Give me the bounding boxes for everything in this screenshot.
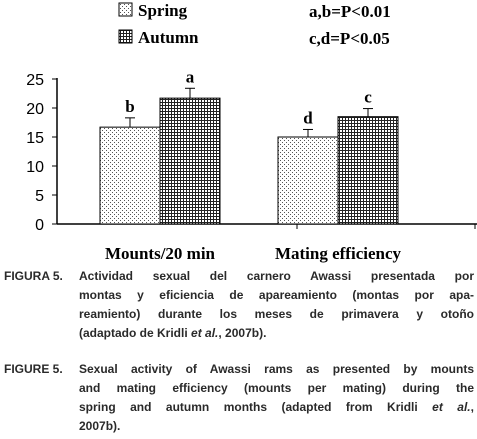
y-tick-label: 10 <box>26 159 44 176</box>
bar-chart: Spring Autumn a,b=P<0.01 c,d=P<0.05 0 5 10 15… <box>26 1 477 263</box>
bar-autumn-1 <box>337 116 399 225</box>
axes: 0 5 10 15 20 25 <box>26 72 477 234</box>
legend-swatch-spring <box>118 2 133 17</box>
caption-line: spring and autumn months (adapted from K… <box>79 400 474 414</box>
bar-autumn-0 <box>159 97 221 225</box>
caption-spanish: FIGURA 5. Actividad sexual del carnero A… <box>4 267 474 357</box>
caption-line: Actividad sexual del carnero Awassi pres… <box>79 269 474 283</box>
category-labels: Mounts/20 min Mating efficiency <box>105 244 402 263</box>
bar-spring-0 <box>99 126 161 225</box>
y-tick-label: 5 <box>35 188 44 205</box>
significance-letter: b <box>125 97 134 116</box>
category-label: Mating efficiency <box>275 244 402 263</box>
legend-swatch-autumn <box>118 29 133 44</box>
category-label: Mounts/20 min <box>105 244 216 263</box>
significance-note: c,d=P<0.05 <box>309 29 390 48</box>
caption-spanish-text: Actividad sexual del carnero Awassi pres… <box>79 267 474 343</box>
caption-line: reamiento) durante los meses de primaver… <box>79 307 474 321</box>
y-tick-label: 15 <box>26 130 44 147</box>
bar-spring-1 <box>277 136 339 225</box>
y-tick-label: 20 <box>26 101 44 118</box>
bars: b a d c <box>99 67 399 225</box>
significance-letter: c <box>364 88 372 107</box>
significance-notes: a,b=P<0.01 c,d=P<0.05 <box>309 2 391 48</box>
significance-letter: a <box>186 67 195 86</box>
caption-english-label: FIGURE 5. <box>4 362 63 376</box>
caption-line: (adaptado de Kridli et al., 2007b). <box>79 326 267 340</box>
caption-line: 2007b). <box>79 419 121 433</box>
y-tick-label: 25 <box>26 72 44 89</box>
significance-letter: d <box>303 108 313 127</box>
legend-label-autumn: Autumn <box>138 28 199 47</box>
caption-english: FIGURE 5. Sexual activity of Awassi rams… <box>4 360 474 438</box>
legend: Spring Autumn <box>118 1 199 47</box>
y-tick-label: 0 <box>35 217 44 234</box>
caption-line: montas y eficiencia de apareamiento (mon… <box>79 288 474 302</box>
caption-line: and mating efficiency (mounts per mating… <box>79 381 474 395</box>
caption-english-text: Sexual activity of Awassi rams as presen… <box>79 360 474 436</box>
caption-line: Sexual activity of Awassi rams as presen… <box>79 362 474 376</box>
caption-spanish-label: FIGURA 5. <box>4 269 63 283</box>
legend-label-spring: Spring <box>138 1 188 20</box>
significance-note: a,b=P<0.01 <box>309 2 391 21</box>
